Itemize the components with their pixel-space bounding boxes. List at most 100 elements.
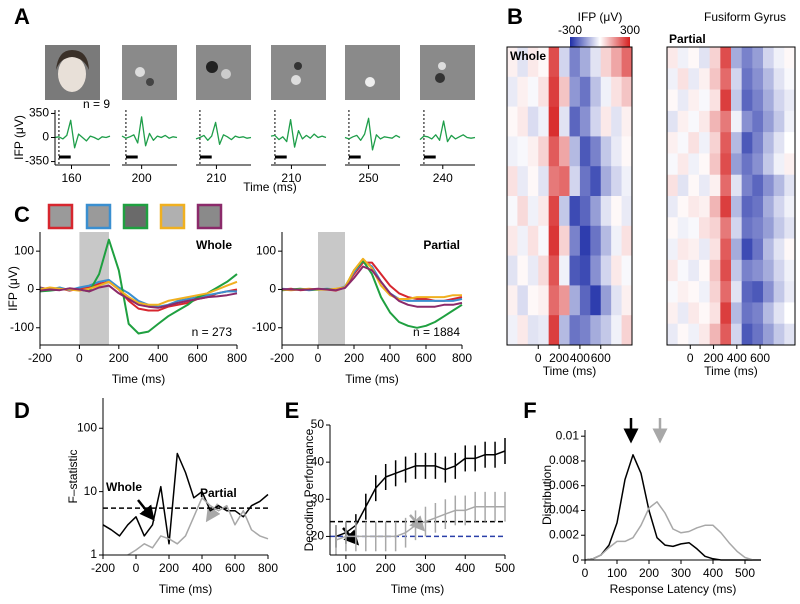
heatmap-cell <box>590 166 602 197</box>
heatmap-cell <box>731 217 742 239</box>
heatmap-cell <box>784 110 796 133</box>
y-tick-label: 0.01 <box>556 428 580 442</box>
heatmap-cell <box>538 255 549 286</box>
x-tick-label: 300 <box>671 566 691 580</box>
heatmap-cell <box>741 153 753 176</box>
heatmap-cell <box>611 47 622 78</box>
x-tick-label: 0 <box>76 351 83 365</box>
heatmap-cell <box>677 174 689 197</box>
colorbar-tick-label: -300 <box>558 23 582 37</box>
heatmap-cell <box>548 76 560 107</box>
heatmap-cell <box>677 259 689 282</box>
heatmap-cell <box>763 217 774 239</box>
heatmap-cell <box>709 68 721 90</box>
heatmap-cell <box>741 238 753 261</box>
x-tick-label: 400 <box>727 351 747 365</box>
heatmap-cell <box>688 68 700 90</box>
heatmap-cell <box>611 285 622 316</box>
y-tick-label: 0.002 <box>549 527 579 541</box>
region-label: Fusiform Gyrus <box>704 10 786 24</box>
heatmap-frame <box>506 46 633 346</box>
heatmap-cell <box>784 217 796 239</box>
heatmap-cell <box>527 285 539 316</box>
heatmap-cell <box>720 259 732 282</box>
heatmap-cell <box>720 238 732 261</box>
heatmap-cell <box>699 174 710 197</box>
panel-label: B <box>507 4 523 29</box>
y-tick-label: 0 <box>42 130 49 144</box>
heatmap-cell <box>741 68 753 90</box>
heatmap-cell <box>569 166 581 197</box>
heatmap-cell <box>709 238 721 261</box>
heatmap-cell <box>579 196 591 227</box>
y-tick-label: 1 <box>90 547 97 561</box>
heatmap-cell <box>600 76 612 107</box>
heatmap-cell <box>699 110 710 133</box>
heatmap-cell <box>517 196 529 227</box>
heatmap-cell <box>600 225 612 256</box>
heatmap-cell <box>699 217 710 239</box>
y-tick-label: 0 <box>269 282 276 296</box>
series-line <box>335 450 506 538</box>
x-tick-label: 0 <box>535 351 542 365</box>
heatmap-cell <box>667 238 678 261</box>
heatmap-cell <box>752 302 764 325</box>
heatmap-cell <box>621 76 633 107</box>
heatmap-frame <box>666 46 796 346</box>
heatmap-cell <box>688 110 700 133</box>
heatmap-cell <box>667 153 678 176</box>
heatmap-cell <box>611 166 622 197</box>
y-tick-label: -100 <box>252 320 276 334</box>
y-tick-label: 50 <box>311 417 325 431</box>
sample-size: n = 1884 <box>413 325 460 339</box>
heatmap-cell <box>752 196 764 218</box>
heatmap-cell <box>699 132 710 154</box>
heatmap-cell <box>569 136 581 167</box>
heatmap-cell <box>621 106 633 137</box>
heatmap-cell <box>569 255 581 286</box>
x-tick-label: 0 <box>582 566 589 580</box>
y-tick-label: 40 <box>311 454 325 468</box>
heatmap-cell <box>579 106 591 137</box>
heatmap-cell <box>720 89 732 112</box>
heatmap-cell <box>611 225 622 256</box>
heatmap-cell <box>590 255 602 286</box>
heatmap-cell <box>763 238 774 261</box>
heatmap-cell <box>600 166 612 197</box>
x-axis-label: Response Latency (ms) <box>610 582 737 596</box>
heatmap-cell <box>600 136 612 167</box>
y-axis-label: IFP (μV) <box>12 115 26 160</box>
series-line <box>584 454 761 561</box>
heatmap-cell <box>517 136 529 167</box>
heatmap-cell <box>590 225 602 256</box>
category-icons <box>47 203 223 230</box>
heatmap-cell <box>773 302 785 325</box>
heatmap-cell <box>720 302 732 325</box>
x-tick-label: 0 <box>687 351 694 365</box>
heatmap-cell <box>720 110 732 133</box>
y-tick-label: 0.004 <box>549 503 579 517</box>
x-tick-label: 500 <box>735 566 755 580</box>
x-tick-label: 800 <box>452 351 472 365</box>
x-tick-label: 600 <box>188 351 208 365</box>
heatmap-cell <box>720 153 732 176</box>
x-axis-label: Time (ms) <box>112 372 166 386</box>
heatmap-cell <box>709 196 721 218</box>
heatmap-cell <box>527 136 539 167</box>
heatmap-cell <box>677 281 689 303</box>
x-tick-label: 500 <box>495 561 515 575</box>
heatmap-cell <box>720 196 732 218</box>
y-tick-label: 0.006 <box>549 478 579 492</box>
heatmap-cell <box>590 47 602 78</box>
heatmap-cell <box>752 217 764 239</box>
heatmap-cell <box>773 68 785 90</box>
heatmap-cell <box>763 47 774 69</box>
y-axis-label: F–statistic <box>66 449 80 503</box>
heatmap-cell <box>559 285 570 316</box>
heatmap-cell <box>741 217 753 239</box>
y-axis-label: Distribution <box>540 465 554 525</box>
heatmap-cell <box>559 76 570 107</box>
heatmap-cell <box>688 153 700 176</box>
heatmap-cell <box>677 196 689 218</box>
